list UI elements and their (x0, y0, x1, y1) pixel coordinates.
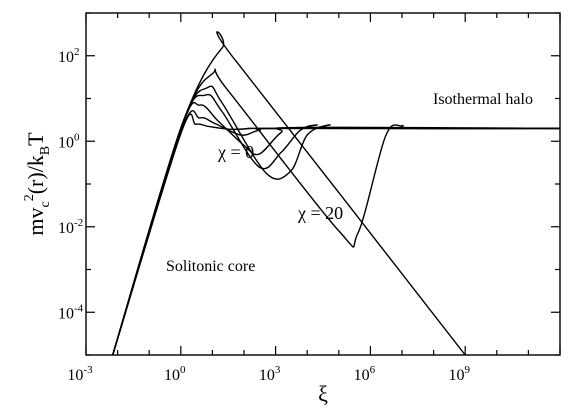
x-tick-label: 109 (448, 364, 470, 384)
y-tick-label: 100 (58, 131, 80, 151)
tick-exponent: 3 (275, 364, 281, 376)
tick-exponent: -3 (83, 364, 93, 376)
series-line-1 (112, 113, 560, 355)
series-lines (112, 31, 560, 355)
tick-base: 10 (67, 367, 83, 384)
tick-exponent: 6 (370, 364, 376, 376)
annotation-solitonic-core: Solitonic core (166, 258, 255, 275)
tick-base: 10 (259, 367, 275, 384)
annotation-chi-0: χ = 0 (217, 142, 254, 162)
tick-exponent: 0 (74, 131, 80, 143)
x-tick-labels: 10-3 100 103 106 109 (67, 364, 470, 384)
x-tick-label: 100 (164, 364, 186, 384)
tick-base: 10 (58, 220, 74, 237)
y-label-part: (r)/k (23, 155, 48, 194)
series-line-7 (112, 31, 466, 355)
x-tick-label: 10-3 (67, 364, 93, 384)
y-tick-label: 10-2 (58, 217, 83, 237)
tick-base: 10 (164, 367, 180, 384)
tick-base: 10 (448, 367, 464, 384)
y-axis-label: mvc2(r)/kBT (22, 132, 53, 236)
series-line-2 (112, 109, 560, 355)
tick-base: 10 (354, 367, 370, 384)
tick-exponent: 0 (180, 364, 186, 376)
annotation-isothermal-halo: Isothermal halo (433, 91, 533, 108)
plot-frame (85, 12, 561, 356)
y-tick-label: 10-4 (58, 302, 84, 322)
tick-base: 10 (58, 49, 74, 66)
y-label-sup: 2 (22, 194, 37, 201)
tick-base: 10 (58, 134, 74, 151)
tick-base: 10 (58, 305, 74, 322)
y-label-sub: B (38, 146, 53, 155)
tick-exponent: -4 (74, 302, 84, 314)
annotation-chi-20: χ = 20 (297, 203, 343, 223)
y-label-sub: c (38, 201, 53, 207)
x-axis-label: ξ (318, 381, 328, 406)
y-tick-label: 102 (58, 46, 80, 66)
tick-exponent: -2 (74, 217, 83, 229)
tick-exponent: 2 (74, 46, 80, 58)
y-label-part: mv (23, 207, 48, 235)
tick-exponent: 9 (464, 364, 470, 376)
y-label-part: T (23, 132, 48, 146)
axis-ticks (85, 12, 561, 356)
x-tick-label: 103 (259, 364, 281, 384)
x-tick-label: 106 (354, 364, 376, 384)
